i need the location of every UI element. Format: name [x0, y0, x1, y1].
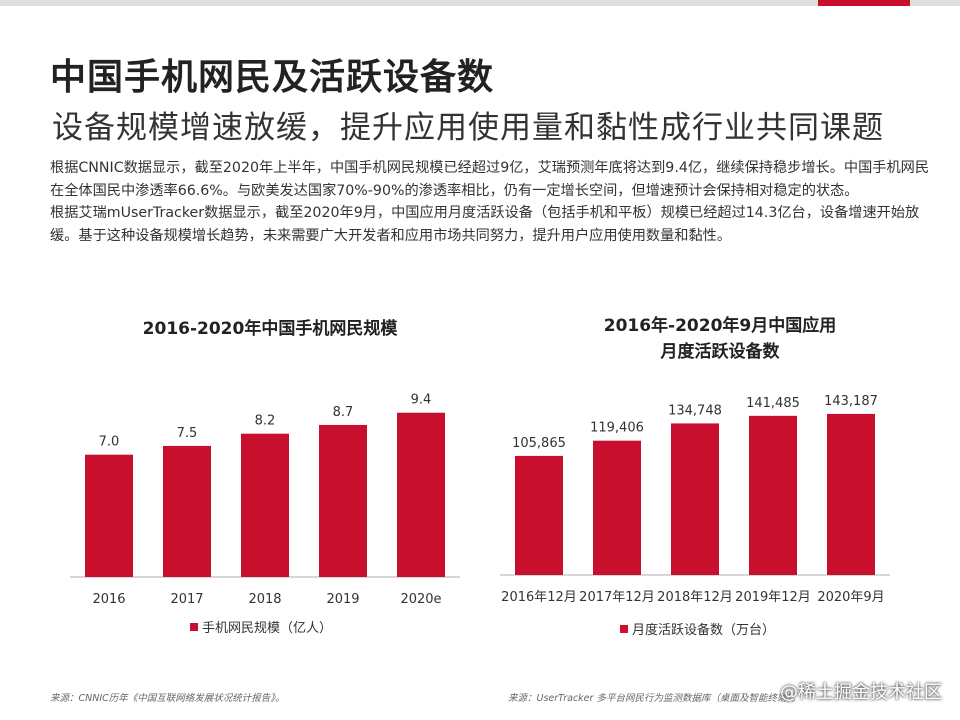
chart1-mobile-netizens: 7.0 2016 7.5 2017 8.2 2018 8.7 2019 9.4 2020e [70, 393, 460, 607]
chart2-title: 2016年-2020年9月中国应用 月度活跃设备数 [520, 313, 920, 365]
chart1-legend-label: 手机网民规模（亿人） [202, 621, 333, 636]
chart2-tick-label-3: 2018年12月 [657, 590, 733, 605]
chart1-bar-4 [319, 424, 367, 577]
chart1-bar-3 [241, 433, 289, 577]
chart1-value-label-4: 8.7 [333, 405, 354, 420]
chart2-value-label-5: 143,187 [824, 394, 878, 409]
chart1-tick-label-4: 2019 [326, 592, 359, 607]
chart1-value-label-3: 8.2 [255, 414, 276, 429]
body-text: 根据CNNIC数据显示，截至2020年上半年，中国手机网民规模已经超过9亿，艾瑞… [50, 157, 930, 247]
paragraph-usertracker: 根据艾瑞mUserTracker数据显示，截至2020年9月，中国应用月度活跃设… [50, 205, 920, 244]
chart2-tick-label-2: 2017年12月 [579, 590, 655, 605]
top-accent-bar [818, 0, 910, 6]
chart2-title-line2: 月度活跃设备数 [660, 342, 780, 362]
source-note-right: 来源：UserTracker 多平台网民行为监测数据库（桌面及智能终端）。 [508, 693, 801, 704]
page-title: 中国手机网民及活跃设备数 [50, 57, 495, 98]
chart1-tick-label-2: 2017 [170, 592, 203, 607]
chart2-bar-5 [827, 413, 875, 575]
chart1-tick-label-5: 2020e [400, 592, 441, 607]
chart2-active-devices: 105,865 2016年12月 119,406 2017年12月 134,748 201… [500, 394, 890, 605]
chart2-bar-2 [593, 440, 641, 575]
chart2-bar-1 [515, 455, 563, 575]
chart1-legend-swatch [190, 622, 198, 631]
chart1-value-label-5: 9.4 [411, 393, 432, 408]
chart1-bar-5 [397, 412, 445, 577]
paragraph-cnnic: 根据CNNIC数据显示，截至2020年上半年，中国手机网民规模已经超过9亿，艾瑞… [50, 160, 930, 199]
chart1-tick-label-1: 2016 [92, 592, 125, 607]
chart2-legend: 月度活跃设备数（万台） [620, 619, 775, 638]
chart2-bar-3 [671, 423, 719, 575]
chart1-bar-1 [85, 454, 133, 577]
chart1-value-label-2: 7.5 [177, 426, 198, 441]
chart2-legend-swatch [620, 624, 628, 633]
chart1-bar-2 [163, 445, 211, 577]
chart2-tick-label-4: 2019年12月 [735, 590, 811, 605]
top-bar [0, 0, 960, 6]
watermark: @稀土掘金技术社区 [780, 682, 942, 703]
chart1-tick-label-3: 2018 [248, 592, 281, 607]
chart2-value-label-3: 134,748 [668, 403, 722, 418]
chart2-tick-label-1: 2016年12月 [501, 590, 577, 605]
chart2-value-label-4: 141,485 [746, 396, 800, 411]
chart2-value-label-2: 119,406 [590, 421, 644, 436]
chart2-value-label-1: 105,865 [512, 436, 566, 451]
chart2-legend-label: 月度活跃设备数（万台） [632, 623, 776, 638]
chart2-tick-label-5: 2020年9月 [817, 590, 884, 605]
chart2-bar-4 [749, 415, 797, 575]
chart1-legend: 手机网民规模（亿人） [190, 617, 332, 636]
chart2-title-line1: 2016年-2020年9月中国应用 [603, 316, 837, 336]
chart1-value-label-1: 7.0 [99, 435, 120, 450]
chart1-title: 2016-2020年中国手机网民规模 [142, 319, 398, 339]
source-note-left: 来源：CNNIC历年《中国互联网络发展状况统计报告》。 [50, 693, 285, 704]
page-subtitle: 设备规模增速放缓，提升应用使用量和黏性成行业共同课题 [52, 110, 884, 146]
